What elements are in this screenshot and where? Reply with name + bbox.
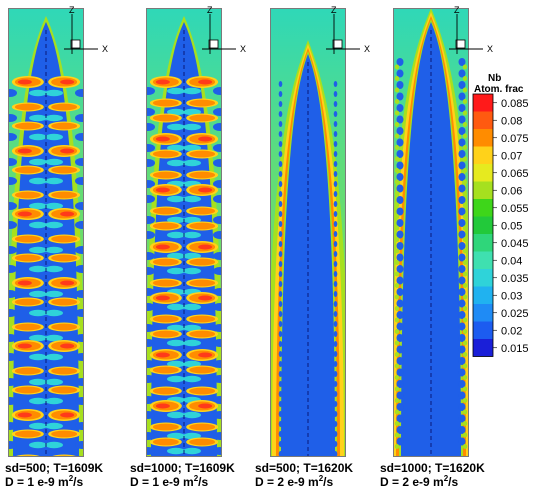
legend-swatch: [473, 129, 493, 147]
legend-swatch: [473, 339, 493, 357]
caption-line-1: sd=1000; T=1609K: [130, 461, 235, 475]
axis-z-label: Z: [69, 5, 75, 15]
legend-tick-label: 0.02: [501, 325, 522, 337]
axis-z-label: Z: [331, 5, 337, 15]
legend-swatch: [473, 164, 493, 182]
legend-tick-label: 0.085: [501, 98, 529, 110]
legend-swatch: [473, 286, 493, 304]
axis-triad: ZX: [202, 5, 246, 54]
legend-swatch: [473, 199, 493, 217]
legend-tick-label: 0.04: [501, 255, 522, 267]
panel-border: [393, 8, 469, 457]
axis-triad: ZX: [64, 5, 108, 54]
caption-line-2: D = 2 e-9 m2/s: [255, 474, 334, 490]
panel-caption-2: sd=1000; T=1609K D = 1 e-9 m2/s: [130, 461, 235, 489]
panel-border: [8, 8, 84, 457]
legend-swatch: [473, 181, 493, 199]
caption-line-2: D = 1 e-9 m2/s: [130, 474, 209, 490]
legend-tick-label: 0.03: [501, 290, 522, 302]
legend-swatch: [473, 269, 493, 287]
legend-tick-label: 0.015: [501, 343, 529, 355]
contour-panel-3: ZX: [270, 5, 370, 457]
legend-swatch: [473, 251, 493, 269]
axis-x-label: X: [102, 44, 108, 54]
caption-line-1: sd=500; T=1609K: [5, 461, 104, 475]
legend-tick-label: 0.065: [501, 168, 529, 180]
legend-swatch: [473, 94, 493, 112]
panel-caption-1: sd=500; T=1609K D = 1 e-9 m2/s: [5, 461, 103, 489]
panel-caption-4: sd=1000; T=1620K D = 2 e-9 m2/s: [380, 461, 485, 489]
legend-title-element: Nb: [488, 73, 501, 84]
legend-tick-label: 0.075: [501, 133, 529, 145]
axis-x-label: X: [487, 44, 493, 54]
legend-tick-label: 0.06: [501, 185, 522, 197]
legend-tick-label: 0.07: [501, 150, 522, 162]
legend-tick-label: 0.08: [501, 115, 522, 127]
legend-swatch: [473, 146, 493, 164]
axis-z-label: Z: [454, 5, 460, 15]
legend-swatch: [473, 304, 493, 322]
axis-triad: ZX: [326, 5, 370, 54]
panel-border: [146, 8, 222, 457]
axis-x-label: X: [364, 44, 370, 54]
legend-swatch: [473, 111, 493, 129]
axis-z-label: Z: [207, 5, 213, 15]
caption-line-1: sd=1000; T=1620K: [380, 461, 485, 475]
contour-panel-2: ZX: [146, 5, 246, 457]
caption-line-2: D = 2 e-9 m2/s: [380, 474, 459, 490]
legend-swatch: [473, 321, 493, 339]
contour-panel-4: ZX: [393, 5, 493, 457]
legend-tick-label: 0.025: [501, 308, 529, 320]
axis-triad: ZX: [449, 5, 493, 54]
axis-x-label: X: [240, 44, 246, 54]
legend-tick-label: 0.035: [501, 273, 529, 285]
panel-caption-3: sd=500; T=1620K D = 2 e-9 m2/s: [255, 461, 353, 489]
caption-line-2: D = 1 e-9 m2/s: [5, 474, 84, 490]
legend-tick-label: 0.045: [501, 238, 529, 250]
legend-swatch: [473, 216, 493, 234]
legend-title-quantity: Atom. frac: [474, 84, 524, 95]
legend-tick-label: 0.055: [501, 203, 529, 215]
contour-panel-1: ZX: [8, 5, 108, 457]
caption-line-1: sd=500; T=1620K: [255, 461, 354, 475]
panel-border: [270, 8, 346, 457]
legend-tick-label: 0.05: [501, 220, 522, 232]
legend-swatch: [473, 234, 493, 252]
